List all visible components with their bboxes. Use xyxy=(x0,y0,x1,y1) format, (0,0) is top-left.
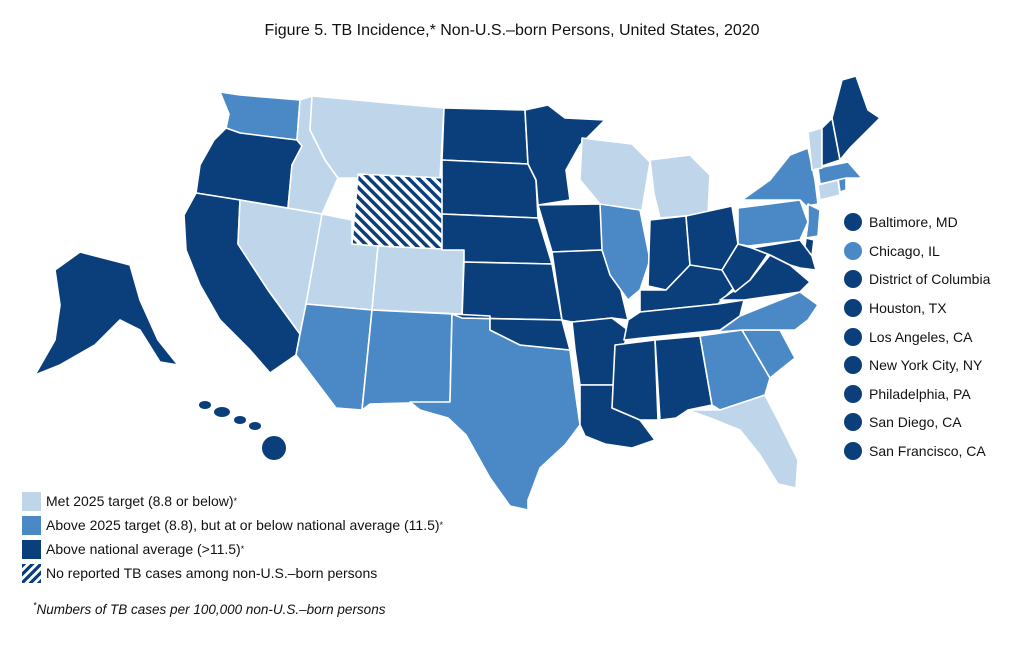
footnote-marker: * xyxy=(33,600,37,611)
state-ny xyxy=(741,147,819,207)
city-name: San Diego, CA xyxy=(869,414,962,431)
state-ks xyxy=(461,261,563,321)
state-nm xyxy=(361,309,453,411)
footnote-text: Numbers of TB cases per 100,000 non-U.S.… xyxy=(36,602,386,617)
state-pa xyxy=(737,199,809,247)
state-nj xyxy=(805,203,821,239)
state-ia xyxy=(537,203,611,253)
state-me xyxy=(831,75,881,161)
city-item: Baltimore, MD xyxy=(844,208,990,237)
state-dc xyxy=(800,259,806,265)
state-ak xyxy=(34,251,179,376)
state-md xyxy=(751,239,817,271)
legend-swatch xyxy=(22,515,41,535)
city-name: Philadelphia, PA xyxy=(869,385,971,402)
city-list: Baltimore, MD Chicago, IL District of Colu… xyxy=(844,208,990,465)
city-marker xyxy=(844,413,862,432)
state-vt xyxy=(807,127,823,171)
state-il xyxy=(599,203,651,301)
city-item: Los Angeles, CA xyxy=(844,322,990,351)
state-ms xyxy=(611,339,659,421)
state-ok xyxy=(451,313,571,351)
city-marker xyxy=(844,241,862,260)
state-nc xyxy=(717,291,819,333)
state-ma xyxy=(817,161,863,185)
state-mt xyxy=(309,95,445,179)
state-hi-island xyxy=(262,436,286,460)
state-mn xyxy=(524,104,606,206)
city-item: District of Columbia xyxy=(844,265,990,294)
legend-item-met: Met 2025 target (8.8 or below) * xyxy=(22,489,443,513)
city-item: San Diego, CA xyxy=(844,408,990,437)
legend-item-above-national: Above national average (>11.5) * xyxy=(22,537,443,561)
figure-title: Figure 5. TB Incidence,* Non-U.S.–born P… xyxy=(264,22,760,39)
legend-item-no-cases: No reported TB cases among non-U.S.–born… xyxy=(22,561,443,585)
state-wy xyxy=(351,173,445,253)
city-marker xyxy=(844,270,862,289)
state-nd xyxy=(441,107,529,165)
city-item: San Francisco, CA xyxy=(844,437,990,466)
city-marker xyxy=(844,213,862,232)
state-fl xyxy=(687,394,799,489)
city-name: Baltimore, MD xyxy=(869,214,958,231)
city-item: Houston, TX xyxy=(844,294,990,323)
city-marker xyxy=(844,327,862,346)
city-marker xyxy=(844,299,862,318)
state-hi-island xyxy=(214,407,230,417)
state-hi-island xyxy=(249,422,261,430)
legend-label: Met 2025 target (8.8 or below) xyxy=(46,493,234,509)
city-marker xyxy=(844,356,862,375)
city-name: Chicago, IL xyxy=(869,242,940,259)
state-sd xyxy=(441,159,539,219)
legend-swatch xyxy=(22,539,41,559)
state-hi-island xyxy=(199,401,211,409)
city-name: San Francisco, CA xyxy=(869,443,986,460)
state-wi xyxy=(579,137,651,215)
city-item: New York City, NY xyxy=(844,351,990,380)
city-item: Chicago, IL xyxy=(844,237,990,266)
state-mi xyxy=(649,154,711,219)
city-marker xyxy=(844,442,862,461)
state-co xyxy=(371,245,465,315)
legend-label: No reported TB cases among non-U.S.–born… xyxy=(46,565,378,581)
legend-item-above-target: Above 2025 target (8.8), but at or below… xyxy=(22,513,443,537)
state-hi-island xyxy=(234,416,246,424)
city-name: Houston, TX xyxy=(869,300,947,317)
city-name: New York City, NY xyxy=(869,357,983,374)
legend-label: Above national average (>11.5) xyxy=(46,541,241,557)
legend-swatch xyxy=(22,563,41,583)
legend-swatch xyxy=(22,491,41,511)
city-name: Los Angeles, CA xyxy=(869,328,973,345)
footnote: *Numbers of TB cases per 100,000 non-U.S… xyxy=(33,600,386,617)
city-name: District of Columbia xyxy=(869,271,991,288)
legend: Met 2025 target (8.8 or below) * Above 202… xyxy=(22,489,443,585)
city-item: Philadelphia, PA xyxy=(844,380,990,409)
state-tn xyxy=(623,299,745,341)
legend-label: Above 2025 target (8.8), but at or below… xyxy=(46,517,440,533)
state-az xyxy=(295,303,373,411)
city-marker xyxy=(844,384,862,403)
